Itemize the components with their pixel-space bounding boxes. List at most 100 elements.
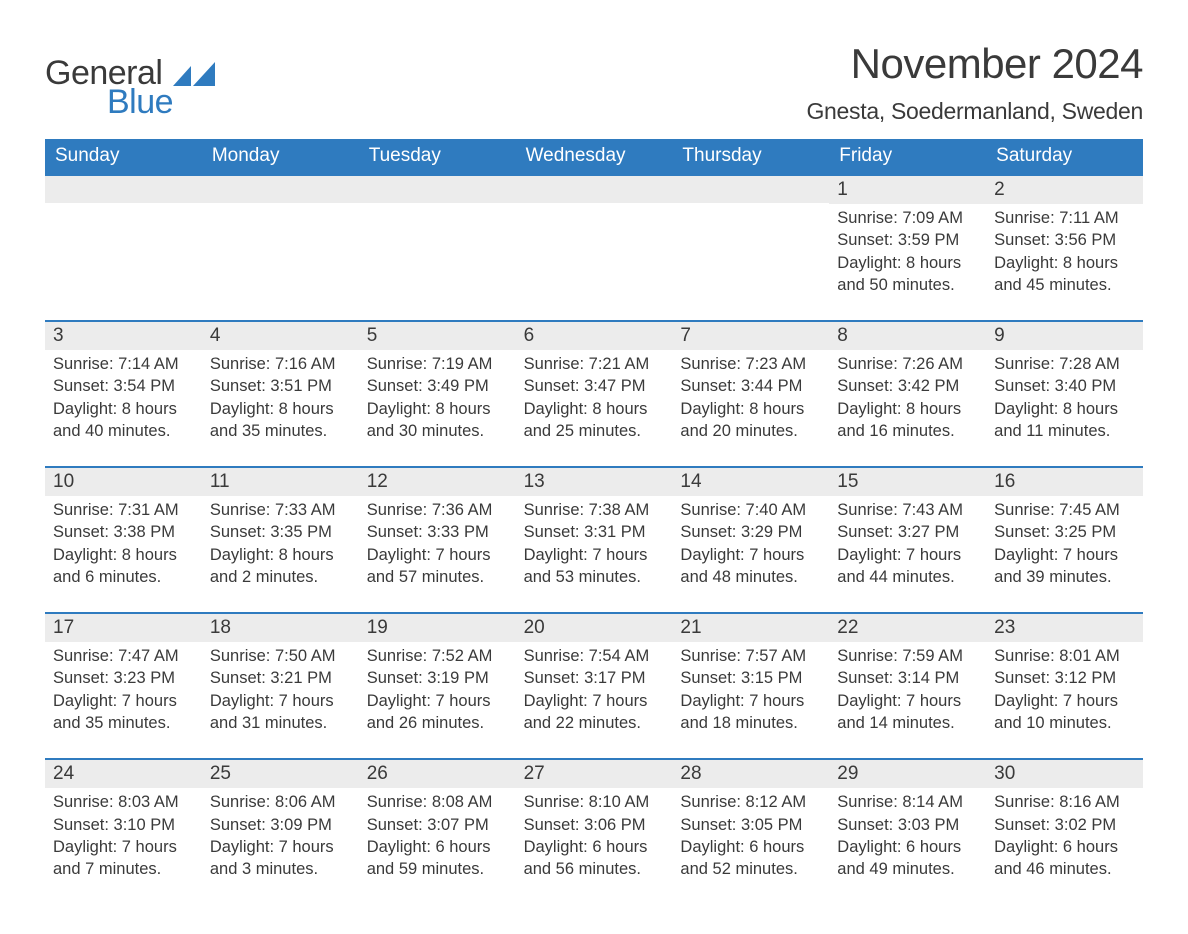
day-daylight2: and 22 minutes. [524,712,665,734]
day-sunset: Sunset: 3:12 PM [994,667,1135,689]
day-sunset: Sunset: 3:03 PM [837,814,978,836]
day-sunrise: Sunrise: 8:14 AM [837,791,978,813]
day-body: Sunrise: 7:47 AMSunset: 3:23 PMDaylight:… [45,642,202,758]
day-number: 18 [202,614,359,642]
day-sunset: Sunset: 3:29 PM [680,521,821,543]
day-sunrise: Sunrise: 7:33 AM [210,499,351,521]
day-daylight1: Daylight: 7 hours [53,690,194,712]
day-daylight1: Daylight: 7 hours [680,544,821,566]
day-number: 26 [359,760,516,788]
day-number [516,176,673,203]
day-sunrise: Sunrise: 8:10 AM [524,791,665,813]
day-daylight2: and 7 minutes. [53,858,194,880]
day-sunrise: Sunrise: 7:19 AM [367,353,508,375]
day-daylight2: and 48 minutes. [680,566,821,588]
day-daylight2: and 53 minutes. [524,566,665,588]
day-daylight1: Daylight: 8 hours [53,398,194,420]
day-cell: 7Sunrise: 7:23 AMSunset: 3:44 PMDaylight… [672,322,829,466]
day-daylight2: and 3 minutes. [210,858,351,880]
day-number [359,176,516,203]
day-body: Sunrise: 8:16 AMSunset: 3:02 PMDaylight:… [986,788,1143,904]
day-number: 13 [516,468,673,496]
weekday-header: Sunday [45,139,202,174]
weekday-header: Friday [829,139,986,174]
weekday-header: Monday [202,139,359,174]
day-sunset: Sunset: 3:19 PM [367,667,508,689]
brand-word-blue: Blue [107,83,173,122]
day-number: 3 [45,322,202,350]
day-daylight2: and 56 minutes. [524,858,665,880]
day-number: 30 [986,760,1143,788]
brand-logo: General Blue [45,40,215,122]
day-cell: 29Sunrise: 8:14 AMSunset: 3:03 PMDayligh… [829,760,986,904]
day-sunset: Sunset: 3:27 PM [837,521,978,543]
day-sunrise: Sunrise: 7:52 AM [367,645,508,667]
day-sunset: Sunset: 3:40 PM [994,375,1135,397]
day-daylight1: Daylight: 7 hours [994,544,1135,566]
day-number: 8 [829,322,986,350]
day-body: Sunrise: 7:09 AMSunset: 3:59 PMDaylight:… [829,204,986,320]
day-sunrise: Sunrise: 7:14 AM [53,353,194,375]
day-body: Sunrise: 8:14 AMSunset: 3:03 PMDaylight:… [829,788,986,904]
day-sunset: Sunset: 3:10 PM [53,814,194,836]
day-sunrise: Sunrise: 7:16 AM [210,353,351,375]
day-daylight1: Daylight: 8 hours [994,398,1135,420]
day-daylight2: and 14 minutes. [837,712,978,734]
day-cell: 19Sunrise: 7:52 AMSunset: 3:19 PMDayligh… [359,614,516,758]
day-sunset: Sunset: 3:44 PM [680,375,821,397]
day-body [45,203,202,301]
day-body: Sunrise: 7:21 AMSunset: 3:47 PMDaylight:… [516,350,673,466]
day-body: Sunrise: 8:08 AMSunset: 3:07 PMDaylight:… [359,788,516,904]
day-daylight1: Daylight: 7 hours [367,544,508,566]
day-sunrise: Sunrise: 8:16 AM [994,791,1135,813]
day-body: Sunrise: 8:06 AMSunset: 3:09 PMDaylight:… [202,788,359,904]
day-daylight2: and 57 minutes. [367,566,508,588]
day-body: Sunrise: 7:43 AMSunset: 3:27 PMDaylight:… [829,496,986,612]
day-sunrise: Sunrise: 7:59 AM [837,645,978,667]
day-daylight2: and 20 minutes. [680,420,821,442]
day-number: 21 [672,614,829,642]
day-sunrise: Sunrise: 7:45 AM [994,499,1135,521]
day-number: 2 [986,176,1143,204]
day-sunset: Sunset: 3:35 PM [210,521,351,543]
day-number: 20 [516,614,673,642]
day-body: Sunrise: 7:45 AMSunset: 3:25 PMDaylight:… [986,496,1143,612]
day-sunrise: Sunrise: 7:09 AM [837,207,978,229]
day-cell: 11Sunrise: 7:33 AMSunset: 3:35 PMDayligh… [202,468,359,612]
day-number: 9 [986,322,1143,350]
day-body: Sunrise: 7:36 AMSunset: 3:33 PMDaylight:… [359,496,516,612]
day-daylight1: Daylight: 7 hours [210,836,351,858]
day-sunrise: Sunrise: 8:08 AM [367,791,508,813]
day-cell: 16Sunrise: 7:45 AMSunset: 3:25 PMDayligh… [986,468,1143,612]
day-daylight2: and 49 minutes. [837,858,978,880]
day-daylight1: Daylight: 7 hours [680,690,821,712]
day-sunset: Sunset: 3:15 PM [680,667,821,689]
day-cell: 14Sunrise: 7:40 AMSunset: 3:29 PMDayligh… [672,468,829,612]
day-number: 25 [202,760,359,788]
day-body: Sunrise: 8:10 AMSunset: 3:06 PMDaylight:… [516,788,673,904]
day-sunrise: Sunrise: 7:28 AM [994,353,1135,375]
day-body: Sunrise: 7:23 AMSunset: 3:44 PMDaylight:… [672,350,829,466]
day-daylight2: and 40 minutes. [53,420,194,442]
day-daylight2: and 11 minutes. [994,420,1135,442]
day-body [202,203,359,301]
day-daylight1: Daylight: 7 hours [53,836,194,858]
day-sunrise: Sunrise: 7:11 AM [994,207,1135,229]
day-sunset: Sunset: 3:56 PM [994,229,1135,251]
day-cell: 10Sunrise: 7:31 AMSunset: 3:38 PMDayligh… [45,468,202,612]
day-number: 10 [45,468,202,496]
day-sunset: Sunset: 3:14 PM [837,667,978,689]
day-daylight2: and 18 minutes. [680,712,821,734]
day-sunrise: Sunrise: 7:40 AM [680,499,821,521]
day-sunrise: Sunrise: 8:06 AM [210,791,351,813]
day-daylight1: Daylight: 8 hours [994,252,1135,274]
day-number: 5 [359,322,516,350]
day-daylight1: Daylight: 6 hours [524,836,665,858]
day-sunset: Sunset: 3:25 PM [994,521,1135,543]
weekday-header-row: Sunday Monday Tuesday Wednesday Thursday… [45,139,1143,174]
day-sunrise: Sunrise: 7:21 AM [524,353,665,375]
day-sunrise: Sunrise: 7:31 AM [53,499,194,521]
weekday-header: Wednesday [516,139,673,174]
day-number: 23 [986,614,1143,642]
day-sunset: Sunset: 3:38 PM [53,521,194,543]
